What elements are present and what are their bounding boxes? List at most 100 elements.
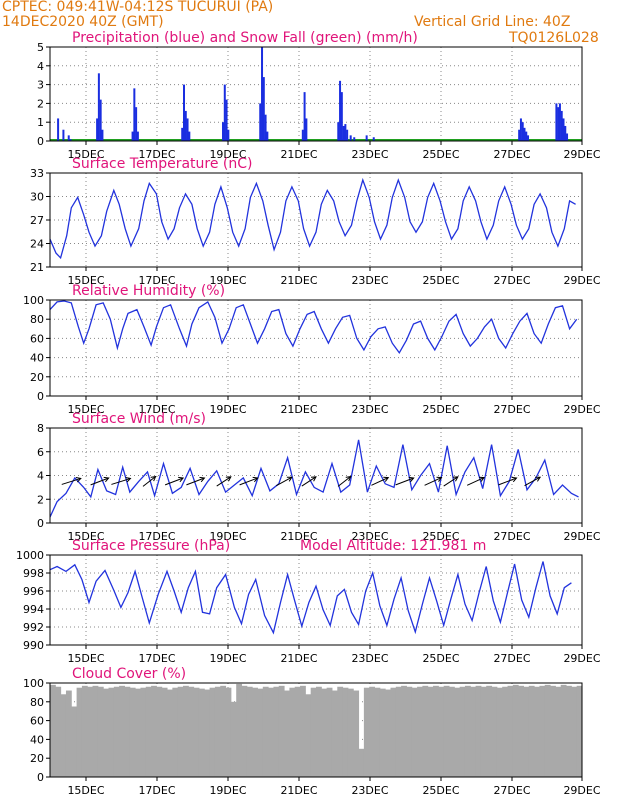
x-tick-label-wind: 17DEC (138, 530, 175, 543)
precip-bar (259, 103, 262, 141)
x-tick-label-rh: 23DEC (351, 403, 388, 416)
x-tick-label-temp: 25DEC (422, 274, 459, 287)
precip-bar (523, 127, 526, 141)
temp-series-line (49, 177, 576, 260)
panel-title-precip: Precipitation (blue) and Snow Fall (gree… (72, 30, 418, 46)
y-tick-label-rh: 100 (23, 294, 44, 307)
y-tick-label-cloud: 60 (30, 715, 44, 728)
precip-bar (266, 131, 269, 141)
precip-bar (131, 131, 134, 141)
y-tick-label-cloud: 0 (37, 771, 44, 784)
y-tick-label-wind: 2 (37, 493, 44, 506)
x-tick-label-rh: 15DEC (67, 403, 104, 416)
cloud-bar (156, 686, 163, 777)
wind-arrow-head (178, 476, 185, 483)
panel-frame-cloud (49, 682, 583, 778)
wind-arrow (424, 477, 442, 486)
cloud-bar (523, 686, 530, 777)
wind-arrow-head (225, 476, 232, 482)
x-tick-label-cloud: 15DEC (67, 784, 104, 797)
cloud-bar (262, 686, 269, 777)
panel-title-wind: Surface Wind (m/s) (72, 411, 206, 427)
x-tick-label-temp: 27DEC (493, 274, 530, 287)
cloud-bar (92, 685, 99, 777)
cloud-bar (326, 687, 333, 777)
cloud-bar (193, 687, 200, 777)
cloud-bar (347, 688, 354, 777)
precip-bar (223, 84, 226, 141)
cloud-bar (353, 690, 360, 777)
cloud-bar (167, 689, 173, 777)
precip-bar (353, 137, 356, 141)
header-datetime: 14DEC2020 40Z (GMT) (2, 14, 164, 30)
wind-arrow (239, 477, 258, 486)
x-tick-label-temp: 17DEC (138, 274, 175, 287)
cloud-bar (140, 687, 147, 777)
precip-bar (527, 135, 530, 141)
y-tick-label-rh: 40 (30, 352, 44, 365)
cloud-bar (571, 686, 578, 777)
precip-bar (188, 131, 191, 141)
cloud-bar (76, 687, 83, 777)
precip-bar (62, 129, 65, 141)
wind-arrow-head (150, 475, 157, 482)
cloud-bar (305, 694, 312, 777)
cloud-bar (459, 686, 466, 777)
cloud-bar (422, 685, 429, 777)
cloud-bar (321, 688, 328, 777)
x-tick-label-cloud: 21DEC (280, 784, 317, 797)
x-tick-label-precip: 23DEC (351, 148, 388, 161)
wind-arrow (301, 476, 317, 487)
x-tick-label-wind: 15DEC (67, 530, 104, 543)
cloud-bar (470, 686, 477, 777)
panel-title-temp: Surface Temperature (nC) (72, 156, 253, 172)
x-tick-label-temp: 29DEC (563, 274, 600, 287)
x-tick-label-wind: 29DEC (563, 530, 600, 543)
x-tick-label-temp: 21DEC (280, 274, 317, 287)
wind-arrow-head (535, 476, 542, 482)
x-tick-label-pres: 17DEC (138, 652, 175, 665)
y-tick-label-precip: 0 (37, 135, 44, 148)
cloud-bar (443, 685, 450, 777)
x-tick-label-precip: 25DEC (422, 148, 459, 161)
cloud-bar (220, 685, 227, 777)
precip-bar (301, 129, 304, 141)
wind-arrow-head (125, 476, 132, 483)
cloud-bar (135, 688, 141, 777)
cloud-bar (151, 685, 157, 777)
x-tick-label-precip: 17DEC (138, 148, 175, 161)
cloud-bar (246, 686, 253, 777)
cloud-bar (145, 686, 152, 777)
precip-bar (96, 118, 99, 141)
cloud-bar (449, 686, 455, 777)
cloud-bar (294, 686, 301, 777)
precip-bar (555, 103, 558, 141)
cloud-bar (544, 684, 551, 777)
cloud-bar (236, 683, 243, 777)
cloud-bar (97, 686, 104, 777)
x-tick-label-cloud: 29DEC (563, 784, 600, 797)
wind-arrow (164, 477, 184, 486)
cloud-bar (539, 685, 546, 777)
precip-bar (525, 131, 528, 141)
y-tick-label-temp: 24 (30, 238, 44, 251)
panel-frame-rh (49, 299, 583, 397)
cloud-bar (534, 686, 540, 777)
x-tick-label-cloud: 23DEC (351, 784, 388, 797)
wind-arrow (142, 476, 156, 487)
cloud-bar (204, 689, 211, 777)
x-tick-label-wind: 19DEC (209, 530, 246, 543)
y-tick-label-pres: 994 (23, 603, 44, 616)
x-tick-label-rh: 29DEC (563, 403, 600, 416)
y-tick-label-wind: 6 (37, 446, 44, 459)
panel-frame-wind (49, 427, 583, 524)
cloud-bar (550, 685, 556, 777)
cloud-bar (225, 687, 232, 777)
wind-arrow (371, 477, 389, 486)
y-tick-label-precip: 4 (37, 60, 44, 73)
x-tick-label-rh: 27DEC (493, 403, 530, 416)
x-tick-label-pres: 29DEC (563, 652, 600, 665)
x-tick-label-precip: 29DEC (563, 148, 600, 161)
wind-arrow (498, 477, 517, 486)
